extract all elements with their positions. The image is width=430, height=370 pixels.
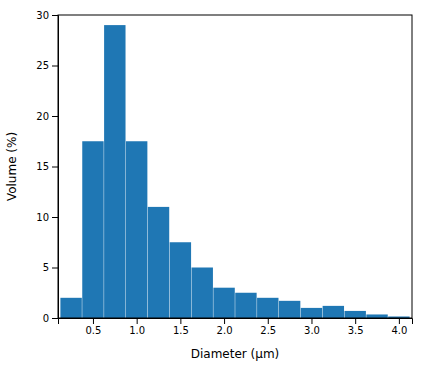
bar xyxy=(126,141,147,318)
tick-mark xyxy=(93,318,94,324)
bar xyxy=(192,268,213,319)
tick: 15 xyxy=(36,161,58,172)
tick-mark xyxy=(311,318,312,324)
tick-label: 20 xyxy=(36,111,49,122)
tick-mark xyxy=(180,318,181,324)
y-axis: 0 5 10 15 20 25 30 xyxy=(36,10,58,324)
tick-label: 0 xyxy=(43,313,49,324)
tick: 3.5 xyxy=(348,318,364,336)
bar xyxy=(170,242,191,318)
tick-label: 1.0 xyxy=(129,325,145,336)
bar xyxy=(366,314,387,318)
bar xyxy=(344,311,365,318)
x-axis: 0.5 1.0 1.5 2.0 2.5 3.0 3.5 4.0 xyxy=(59,318,413,336)
tick: 30 xyxy=(36,10,58,21)
tick-mark xyxy=(52,167,58,168)
bar xyxy=(60,298,81,318)
tick-mark xyxy=(268,318,269,324)
tick-mark xyxy=(137,318,138,324)
tick: 2.5 xyxy=(260,318,276,336)
tick-mark xyxy=(399,318,400,324)
bar xyxy=(104,25,125,318)
bar xyxy=(279,301,300,318)
tick-label: 1.5 xyxy=(173,325,189,336)
tick-mark xyxy=(52,318,58,319)
tick-mark xyxy=(52,217,58,218)
tick-label: 0.5 xyxy=(86,325,102,336)
y-axis-title: Volume (%) xyxy=(5,132,19,201)
chart: 0.5 1.0 1.5 2.0 2.5 3.0 3.5 4.0 0 5 10 15 20 25 30 Diam… xyxy=(0,0,430,370)
bar xyxy=(301,308,322,318)
tick-label: 25 xyxy=(36,60,49,71)
tick-label: 15 xyxy=(36,161,49,172)
tick: 4.0 xyxy=(391,318,407,336)
x-axis-title: Diameter (μm) xyxy=(191,347,280,361)
tick: 1.5 xyxy=(173,318,189,336)
bar xyxy=(148,207,169,318)
axis-line xyxy=(59,319,413,325)
tick-mark xyxy=(355,318,356,324)
bar xyxy=(235,293,256,318)
tick: 20 xyxy=(36,111,58,122)
tick-label: 30 xyxy=(36,10,49,21)
tick-label: 3.0 xyxy=(304,325,320,336)
frame xyxy=(58,15,412,318)
tick: 2.0 xyxy=(217,318,233,336)
plot: 0.5 1.0 1.5 2.0 2.5 3.0 3.5 4.0 0 5 10 15 20 25 30 xyxy=(36,10,412,336)
tick: 1.0 xyxy=(129,318,145,336)
tick-label: 5 xyxy=(43,262,49,273)
tick: 25 xyxy=(36,60,58,71)
tick: 3.0 xyxy=(304,318,320,336)
bar xyxy=(257,298,278,318)
tick-mark xyxy=(52,116,58,117)
tick-label: 10 xyxy=(36,212,49,223)
tick: 10 xyxy=(36,212,58,223)
tick-label: 3.5 xyxy=(348,325,364,336)
tick-label: 2.0 xyxy=(217,325,233,336)
tick-mark xyxy=(52,268,58,269)
bar xyxy=(82,141,103,318)
bar xyxy=(323,306,344,318)
tick: 5 xyxy=(43,262,58,273)
tick-label: 2.5 xyxy=(260,325,276,336)
tick-mark xyxy=(224,318,225,324)
tick-mark xyxy=(52,66,58,67)
bar xyxy=(213,288,234,318)
bars xyxy=(60,25,409,318)
tick: 0.5 xyxy=(86,318,102,336)
tick: 0 xyxy=(43,313,58,324)
tick-mark xyxy=(52,15,58,16)
tick-label: 4.0 xyxy=(391,325,407,336)
